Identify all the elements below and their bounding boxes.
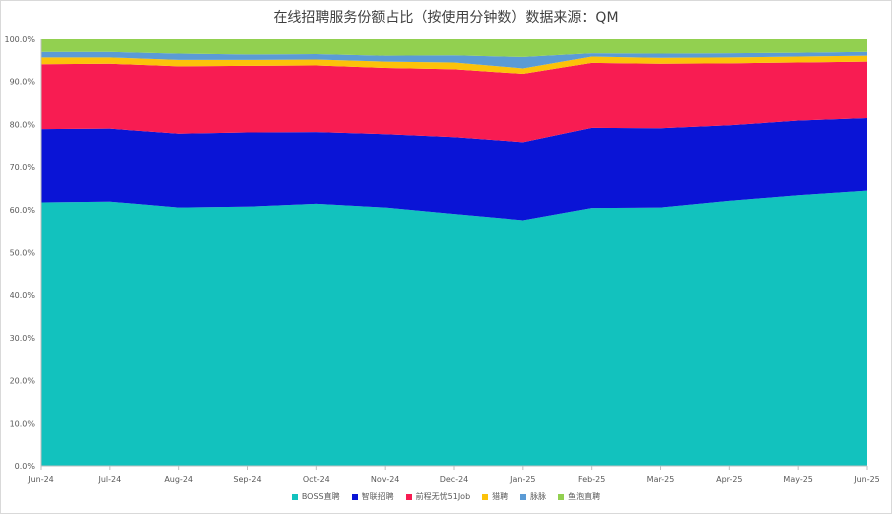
x-tick-label: Feb-25 bbox=[578, 475, 605, 484]
legend-item: 脉脉 bbox=[520, 491, 546, 502]
chart-title: 在线招聘服务份额占比（按使用分钟数）数据来源：QM bbox=[273, 10, 619, 26]
legend-label: 智联招聘 bbox=[361, 492, 394, 501]
y-tick-label: 100.0% bbox=[4, 35, 35, 44]
legend-item: 前程无忧51Job bbox=[405, 491, 471, 502]
series-area-2 bbox=[41, 61, 867, 143]
series-area-5 bbox=[41, 39, 867, 57]
legend-label: 鱼泡直聘 bbox=[568, 492, 601, 501]
legend-item: 鱼泡直聘 bbox=[558, 491, 600, 502]
legend-label: 脉脉 bbox=[530, 492, 547, 501]
x-tick-label: Aug-24 bbox=[164, 475, 193, 484]
chart-legend: BOSS直聘 智联招聘 前程无忧51Job 猎聘 脉脉 鱼泡直聘 bbox=[0, 491, 892, 502]
y-tick-label: 90.0% bbox=[10, 78, 36, 87]
legend-swatch bbox=[482, 493, 489, 500]
x-tick-label: Jul-24 bbox=[97, 475, 121, 484]
x-tick-label: Dec-24 bbox=[440, 475, 469, 484]
y-tick-label: 40.0% bbox=[10, 291, 36, 300]
y-tick-label: 30.0% bbox=[10, 334, 36, 343]
x-tick-label: Apr-25 bbox=[716, 475, 742, 484]
legend-swatch bbox=[351, 493, 358, 500]
y-tick-label: 70.0% bbox=[10, 163, 36, 172]
x-tick-label: Jun-25 bbox=[853, 475, 880, 484]
y-tick-label: 80.0% bbox=[10, 120, 36, 129]
y-tick-label: 10.0% bbox=[10, 419, 36, 428]
legend-item: 智联招聘 bbox=[351, 491, 394, 502]
legend-label: 前程无忧51Job bbox=[415, 492, 471, 501]
y-tick-label: 0.0% bbox=[15, 462, 36, 471]
x-tick-label: Mar-25 bbox=[647, 475, 675, 484]
series-area-3 bbox=[41, 55, 867, 75]
legend-swatch bbox=[558, 493, 565, 500]
legend-swatch bbox=[405, 493, 412, 500]
legend-swatch bbox=[291, 493, 298, 500]
x-tick-label: May-25 bbox=[783, 475, 812, 484]
legend-label: 猎聘 bbox=[492, 492, 509, 501]
legend-item: 猎聘 bbox=[482, 491, 508, 502]
x-tick-label: Oct-24 bbox=[303, 475, 330, 484]
x-tick-label: Jun-24 bbox=[27, 475, 54, 484]
legend-label: BOSS直聘 bbox=[301, 492, 340, 501]
x-tick-label: Nov-24 bbox=[371, 475, 399, 484]
legend-item: BOSS直聘 bbox=[291, 491, 340, 502]
x-tick-label: Jan-25 bbox=[509, 475, 535, 484]
series-area-0 bbox=[41, 190, 867, 466]
series-area-4 bbox=[41, 51, 867, 69]
y-tick-label: 50.0% bbox=[10, 249, 36, 258]
y-tick-label: 20.0% bbox=[10, 377, 36, 386]
y-tick-label: 60.0% bbox=[10, 206, 36, 215]
series-area-1 bbox=[41, 118, 867, 221]
x-tick-label: Sep-24 bbox=[233, 475, 261, 484]
legend-swatch bbox=[520, 493, 527, 500]
